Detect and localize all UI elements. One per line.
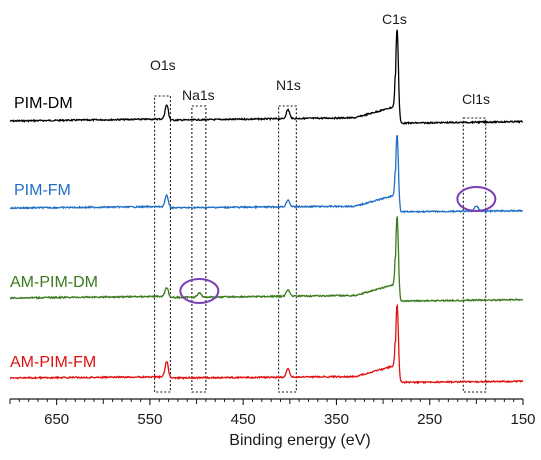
x-tick-label: 650 [44, 411, 69, 428]
series-labels: PIM-DM PIM-FM AM-PIM-DM AM-PIM-FM [10, 95, 98, 371]
x-tick-label: 250 [417, 411, 442, 428]
series-line-pim-fm [10, 134, 524, 214]
series-label: AM-PIM-DM [10, 274, 98, 291]
x-tick-label: 450 [231, 411, 256, 428]
highlight-circles [179, 186, 497, 304]
series-label: AM-PIM-FM [10, 354, 96, 371]
x-tick-label: 350 [324, 411, 349, 428]
peak-label-c1s: C1s [382, 11, 407, 27]
x-axis-title: Binding energy (eV) [229, 432, 370, 449]
highlight-circle [456, 186, 497, 212]
peak-label-n1s: N1s [276, 77, 301, 93]
series-line-pim-dm [9, 29, 524, 125]
series-label: PIM-FM [14, 182, 71, 199]
peak-box-o1s [154, 95, 171, 393]
x-tick-label: 550 [137, 411, 162, 428]
x-axis: 650 550 450 350 250 150 [9, 398, 536, 428]
series-line-am-pim-dm [9, 216, 524, 303]
x-tick-label: 150 [510, 411, 535, 428]
series-line-am-pim-fm [9, 303, 524, 385]
peak-label-o1s: O1s [150, 57, 176, 73]
peak-region-boxes [154, 95, 487, 393]
peak-box-n1s [278, 105, 297, 393]
peak-label-na1s: Na1s [182, 87, 215, 103]
peak-labels: O1s Na1s N1s C1s Cl1s [150, 11, 490, 107]
series-label: PIM-DM [14, 95, 73, 112]
peak-label-cl1s: Cl1s [462, 91, 490, 107]
spectra-curves [9, 29, 524, 385]
peak-box-cl1s [462, 117, 487, 393]
x-axis-ticks: 650 550 450 350 250 150 [9, 399, 536, 428]
peak-box-na1s [191, 105, 207, 393]
highlight-circle [179, 277, 220, 304]
